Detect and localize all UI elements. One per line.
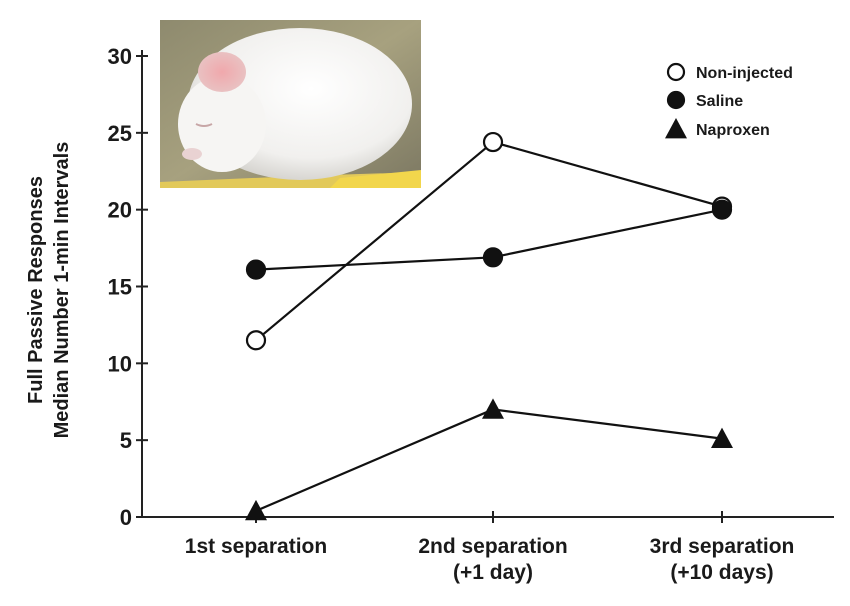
- y-tick-label: 5: [120, 428, 132, 453]
- data-point: [711, 199, 733, 220]
- legend-item: Non-injected: [666, 62, 793, 82]
- data-point: [482, 247, 504, 268]
- y-axis-label: Full Passive Responses: [25, 176, 47, 404]
- data-point: [666, 90, 686, 110]
- data-point: [482, 131, 504, 153]
- data-point: [711, 427, 733, 448]
- legend-item: Naproxen: [665, 118, 770, 139]
- x-tick-label: 3rd separation (+10 days): [650, 535, 795, 584]
- y-tick-label: 25: [108, 121, 132, 146]
- x-tick-label: 1st separation: [185, 535, 327, 558]
- data-point: [245, 330, 267, 351]
- y-tick-label: 30: [108, 44, 132, 69]
- data-point: [482, 398, 504, 419]
- data-point: [245, 499, 267, 521]
- legend-label: Saline: [696, 93, 743, 110]
- y-axis-label: Median Number 1-min Intervals: [51, 142, 73, 439]
- legend-label: Naproxen: [696, 122, 770, 139]
- y-tick-label: 15: [108, 275, 132, 300]
- data-point: [245, 259, 267, 280]
- data-point: [666, 62, 686, 82]
- y-tick-label: 10: [108, 351, 132, 376]
- plot-area: [245, 131, 733, 521]
- legend-item: Saline: [666, 90, 743, 110]
- series-line: [255, 408, 723, 512]
- y-tick-label: 0: [120, 505, 132, 530]
- x-tick-label: 2nd separation (+1 day): [418, 535, 567, 584]
- mouse-photo: [160, 20, 421, 188]
- data-point: [665, 118, 687, 139]
- legend-label: Non-injected: [696, 65, 793, 82]
- y-tick-label: 20: [108, 198, 132, 223]
- legend: Non-injected Saline Naproxen: [665, 62, 793, 139]
